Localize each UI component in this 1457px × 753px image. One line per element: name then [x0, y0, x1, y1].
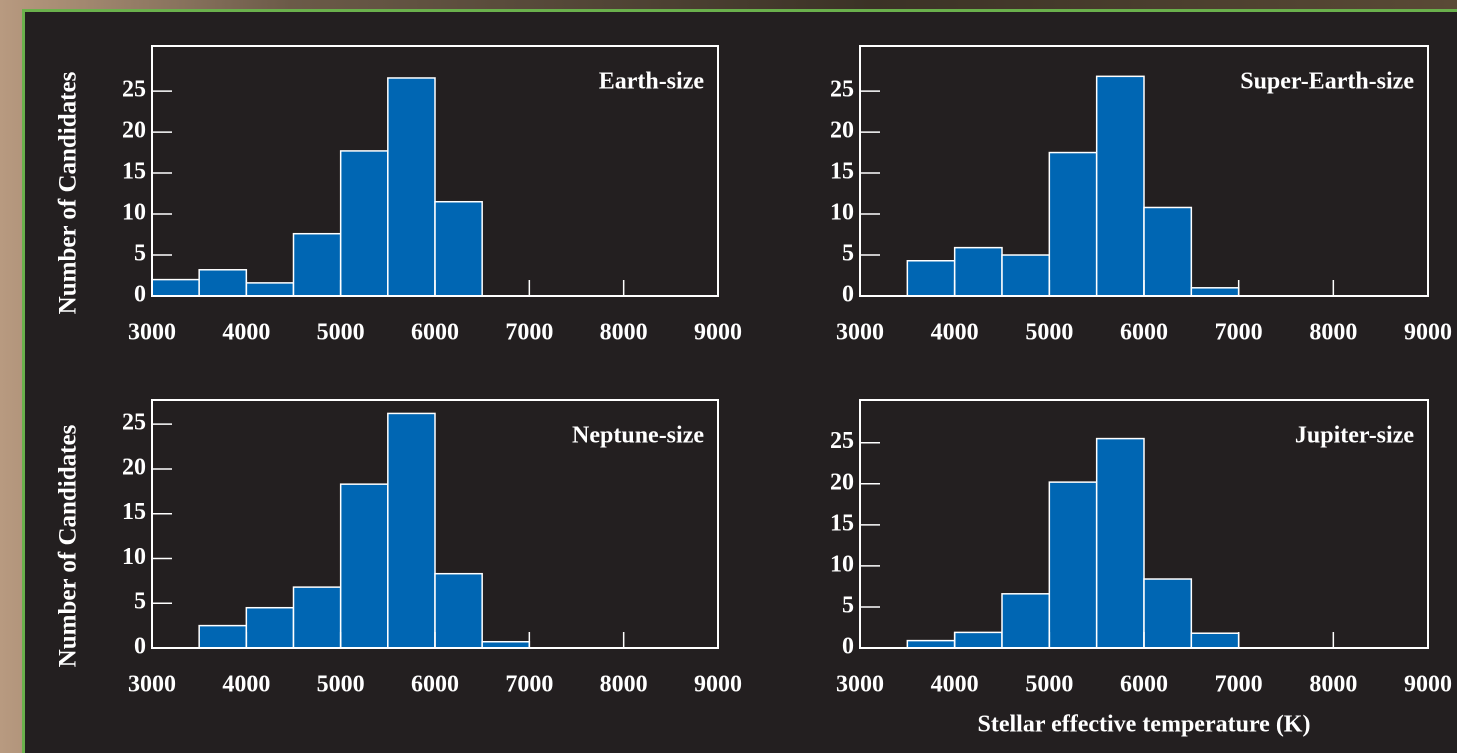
x-tick-label: 6000: [411, 320, 459, 346]
y-tick-label: 20: [830, 469, 854, 495]
x-tick-label: 3000: [128, 320, 176, 346]
y-tick-label: 20: [830, 118, 854, 144]
bar: [1143, 206, 1193, 297]
x-tick-label: 5000: [317, 672, 365, 698]
y-tick-label: 15: [830, 159, 854, 185]
x-tick-label: 8000: [1309, 672, 1357, 698]
bar: [1001, 593, 1051, 649]
x-tick-label: 7000: [505, 672, 553, 698]
bar: [953, 246, 1003, 297]
x-tick-label: 3000: [128, 672, 176, 698]
panel-label: Earth-size: [599, 69, 705, 95]
y-tick-label: 0: [842, 634, 854, 660]
bar: [906, 260, 956, 297]
x-tick-label: 8000: [600, 672, 648, 698]
y-tick-label: 20: [122, 118, 146, 144]
y-tick-label: 5: [134, 241, 146, 267]
y-tick-label: 0: [842, 282, 854, 308]
y-tick-label: 0: [134, 634, 146, 660]
bar: [1048, 481, 1098, 649]
x-tick-label: 8000: [1309, 320, 1357, 346]
x-tick-label: 5000: [1025, 320, 1073, 346]
bar: [434, 572, 483, 649]
x-tick-label: 8000: [600, 320, 648, 346]
x-tick-label: 5000: [317, 320, 365, 346]
x-tick-label: 4000: [222, 672, 270, 698]
bar: [434, 200, 483, 297]
bar: [1190, 287, 1240, 297]
y-tick-label: 5: [134, 589, 146, 615]
x-tick-label: 7000: [1215, 320, 1263, 346]
bar: [245, 282, 295, 297]
x-tick-label: 3000: [836, 320, 884, 346]
bar: [1001, 254, 1051, 297]
bar: [151, 278, 200, 297]
bar: [1095, 437, 1145, 649]
x-tick-label: 7000: [505, 320, 553, 346]
x-tick-label: 9000: [1404, 672, 1452, 698]
bar: [1048, 151, 1098, 297]
y-tick-label: 15: [830, 510, 854, 536]
bar: [245, 606, 295, 649]
y-tick-label: 25: [830, 77, 854, 103]
bar: [387, 77, 436, 297]
bar: [198, 269, 248, 297]
y-tick-label: 15: [122, 499, 146, 525]
panel-label: Jupiter-size: [1295, 423, 1414, 449]
y-tick-label: 25: [122, 77, 146, 103]
x-tick-label: 6000: [411, 672, 459, 698]
x-tick-label: 6000: [1120, 672, 1168, 698]
bar: [339, 483, 389, 649]
x-axis-label: Stellar effective temperature (K): [978, 712, 1311, 738]
bar: [292, 232, 342, 297]
x-tick-label: 6000: [1120, 320, 1168, 346]
x-tick-label: 4000: [931, 672, 979, 698]
y-tick-label: 25: [122, 410, 146, 436]
x-tick-label: 9000: [694, 672, 742, 698]
y-tick-label: 5: [842, 592, 854, 618]
bar: [906, 639, 956, 649]
x-tick-label: 9000: [694, 320, 742, 346]
x-tick-label: 4000: [222, 320, 270, 346]
y-tick-label: 20: [122, 454, 146, 480]
bar: [339, 150, 389, 297]
bar: [292, 586, 342, 649]
y-tick-label: 10: [830, 200, 854, 226]
bar: [1143, 578, 1193, 649]
y-tick-label: 5: [842, 241, 854, 267]
x-tick-label: 7000: [1215, 672, 1263, 698]
x-tick-label: 3000: [836, 672, 884, 698]
x-tick-label: 9000: [1404, 320, 1452, 346]
y-axis-label: Number of Candidates: [55, 71, 82, 314]
y-tick-label: 0: [134, 282, 146, 308]
panel-label: Neptune-size: [572, 423, 704, 449]
bar: [198, 624, 248, 649]
bar: [1095, 75, 1145, 297]
bar: [1190, 632, 1240, 649]
y-tick-label: 10: [830, 551, 854, 577]
panel-label: Super-Earth-size: [1240, 69, 1414, 95]
x-tick-label: 4000: [931, 320, 979, 346]
y-tick-label: 15: [122, 159, 146, 185]
x-tick-label: 5000: [1025, 672, 1073, 698]
y-tick-label: 10: [122, 200, 146, 226]
y-tick-label: 25: [830, 428, 854, 454]
bar: [387, 412, 436, 649]
y-tick-label: 10: [122, 544, 146, 570]
y-axis-label: Number of Candidates: [55, 424, 82, 667]
bar: [953, 631, 1003, 649]
